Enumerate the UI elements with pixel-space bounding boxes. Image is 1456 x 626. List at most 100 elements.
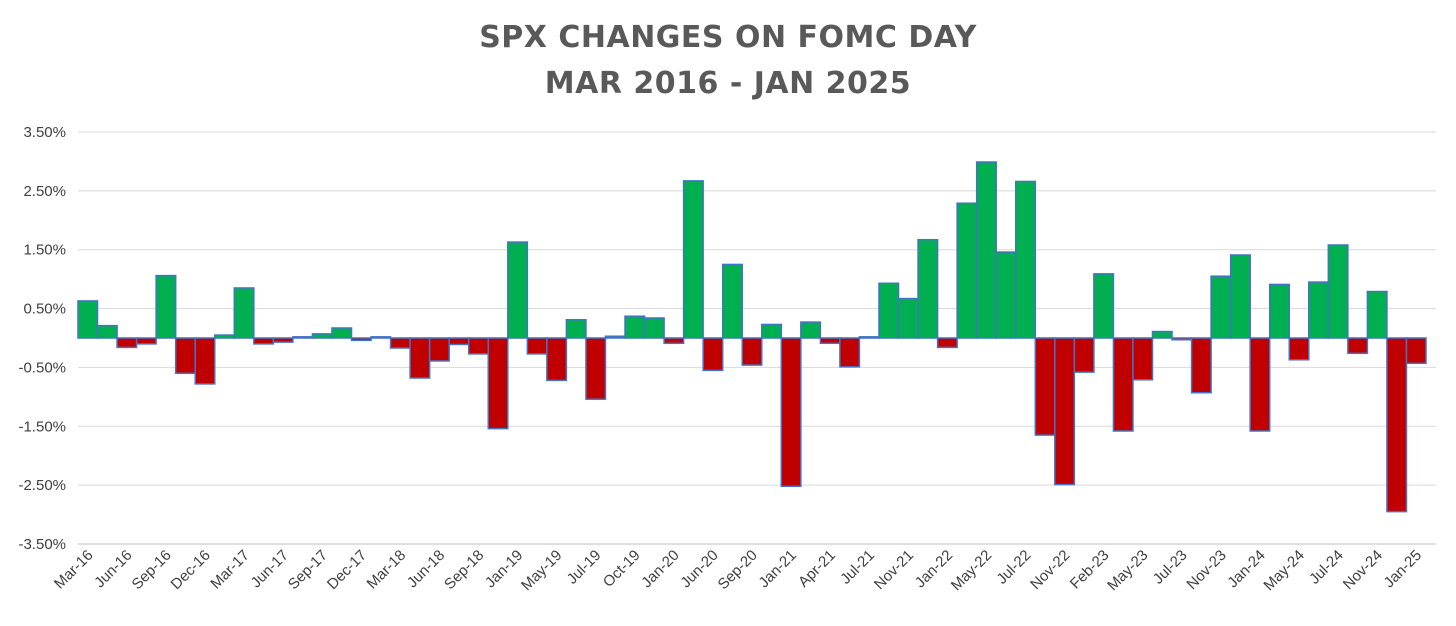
- x-tick-label: Mar-17: [207, 547, 253, 593]
- bar: [1034, 337, 1056, 436]
- x-tick-label: Nov-24: [1340, 547, 1386, 593]
- y-tick-label: 2.50%: [23, 183, 66, 200]
- bar: [1190, 337, 1212, 394]
- bar: [214, 334, 236, 339]
- bar: [194, 337, 216, 385]
- bar: [1288, 337, 1310, 361]
- bar: [370, 336, 392, 339]
- chart-title: SPX CHANGES ON FOMC DAY: [479, 20, 977, 55]
- bar: [956, 202, 978, 339]
- x-axis-ticks: Mar-16Jun-16Sep-16Dec-16Mar-17Jun-17Sep-…: [51, 547, 1425, 594]
- x-tick-label: Sep-16: [129, 547, 175, 593]
- bar: [292, 336, 314, 339]
- bar: [77, 300, 99, 339]
- x-tick-label: Jun-17: [247, 547, 291, 591]
- x-tick-label: Sep-17: [285, 547, 331, 593]
- y-tick-label: -1.50%: [18, 418, 66, 435]
- bar: [331, 327, 353, 339]
- y-tick-label: -2.50%: [18, 477, 66, 494]
- bar: [409, 337, 431, 379]
- x-tick-label: Apr-21: [795, 547, 839, 591]
- bar: [1054, 337, 1076, 486]
- x-tick-label: Dec-17: [324, 547, 370, 593]
- bar: [135, 337, 157, 345]
- bar: [448, 337, 470, 346]
- x-tick-label: Sep-20: [715, 547, 761, 593]
- bar: [1327, 244, 1349, 339]
- x-tick-label: Feb-23: [1067, 547, 1113, 593]
- bar: [487, 337, 509, 430]
- bar: [389, 337, 411, 349]
- bar: [1268, 283, 1290, 339]
- y-tick-label: 1.50%: [23, 242, 66, 259]
- x-tick-label: Nov-21: [871, 547, 917, 593]
- bar: [1151, 330, 1173, 339]
- bar: [174, 337, 196, 375]
- bar: [1112, 337, 1134, 432]
- bar: [839, 337, 861, 368]
- bar: [663, 337, 685, 345]
- bar: [272, 337, 294, 343]
- bar: [897, 297, 919, 339]
- bar: [546, 337, 568, 382]
- bar: [643, 317, 665, 339]
- bar: [917, 238, 939, 339]
- bar: [1347, 337, 1369, 355]
- bar: [1249, 337, 1271, 432]
- x-tick-label: Jun-16: [91, 547, 135, 591]
- bar: [761, 323, 783, 339]
- bar: [507, 241, 529, 339]
- y-tick-label: 0.50%: [23, 301, 66, 318]
- bar: [1308, 281, 1330, 339]
- bar: [819, 337, 841, 345]
- bar: [995, 251, 1017, 339]
- bar: [604, 335, 626, 339]
- bar: [116, 337, 138, 349]
- x-tick-label: May-23: [1104, 547, 1151, 594]
- x-tick-label: Jun-18: [404, 547, 448, 591]
- x-tick-label: Jul-19: [564, 547, 605, 588]
- bar: [682, 180, 704, 339]
- x-tick-label: May-24: [1260, 547, 1307, 594]
- bar: [1210, 275, 1232, 339]
- x-tick-label: Oct-19: [600, 547, 644, 591]
- bar: [253, 337, 275, 345]
- bar: [702, 337, 724, 372]
- bar: [565, 319, 587, 339]
- bar: [1386, 337, 1408, 513]
- bar: [350, 337, 372, 342]
- bar: [155, 274, 177, 339]
- bar: [1132, 337, 1154, 381]
- y-tick-label: -3.50%: [18, 536, 66, 553]
- x-tick-label: May-19: [518, 547, 565, 594]
- bar: [1229, 254, 1251, 339]
- x-tick-label: May-22: [948, 547, 995, 594]
- bar: [233, 287, 255, 339]
- y-tick-label: 3.50%: [23, 124, 66, 141]
- bar: [878, 282, 900, 339]
- bar: [800, 321, 822, 339]
- bar: [428, 337, 450, 362]
- bar: [936, 337, 958, 349]
- bar: [721, 263, 743, 339]
- bar: [1405, 337, 1427, 365]
- bar: [585, 337, 607, 400]
- x-tick-label: Nov-23: [1183, 547, 1229, 593]
- y-tick-label: -0.50%: [18, 359, 66, 376]
- bar: [1171, 337, 1193, 341]
- x-tick-label: Jan-20: [638, 547, 682, 591]
- x-tick-label: Sep-18: [441, 547, 487, 593]
- x-tick-label: Nov-22: [1027, 547, 1073, 593]
- bar: [526, 337, 548, 355]
- bar: [1014, 180, 1037, 339]
- x-tick-label: Mar-18: [364, 547, 410, 593]
- chart-subtitle: MAR 2016 - JAN 2025: [544, 66, 912, 101]
- bar: [1093, 273, 1115, 339]
- bar: [96, 324, 118, 339]
- bar: [780, 337, 802, 488]
- bar: [741, 337, 763, 366]
- bar: [624, 315, 646, 339]
- x-tick-label: Mar-16: [51, 547, 97, 593]
- bar: [467, 337, 490, 355]
